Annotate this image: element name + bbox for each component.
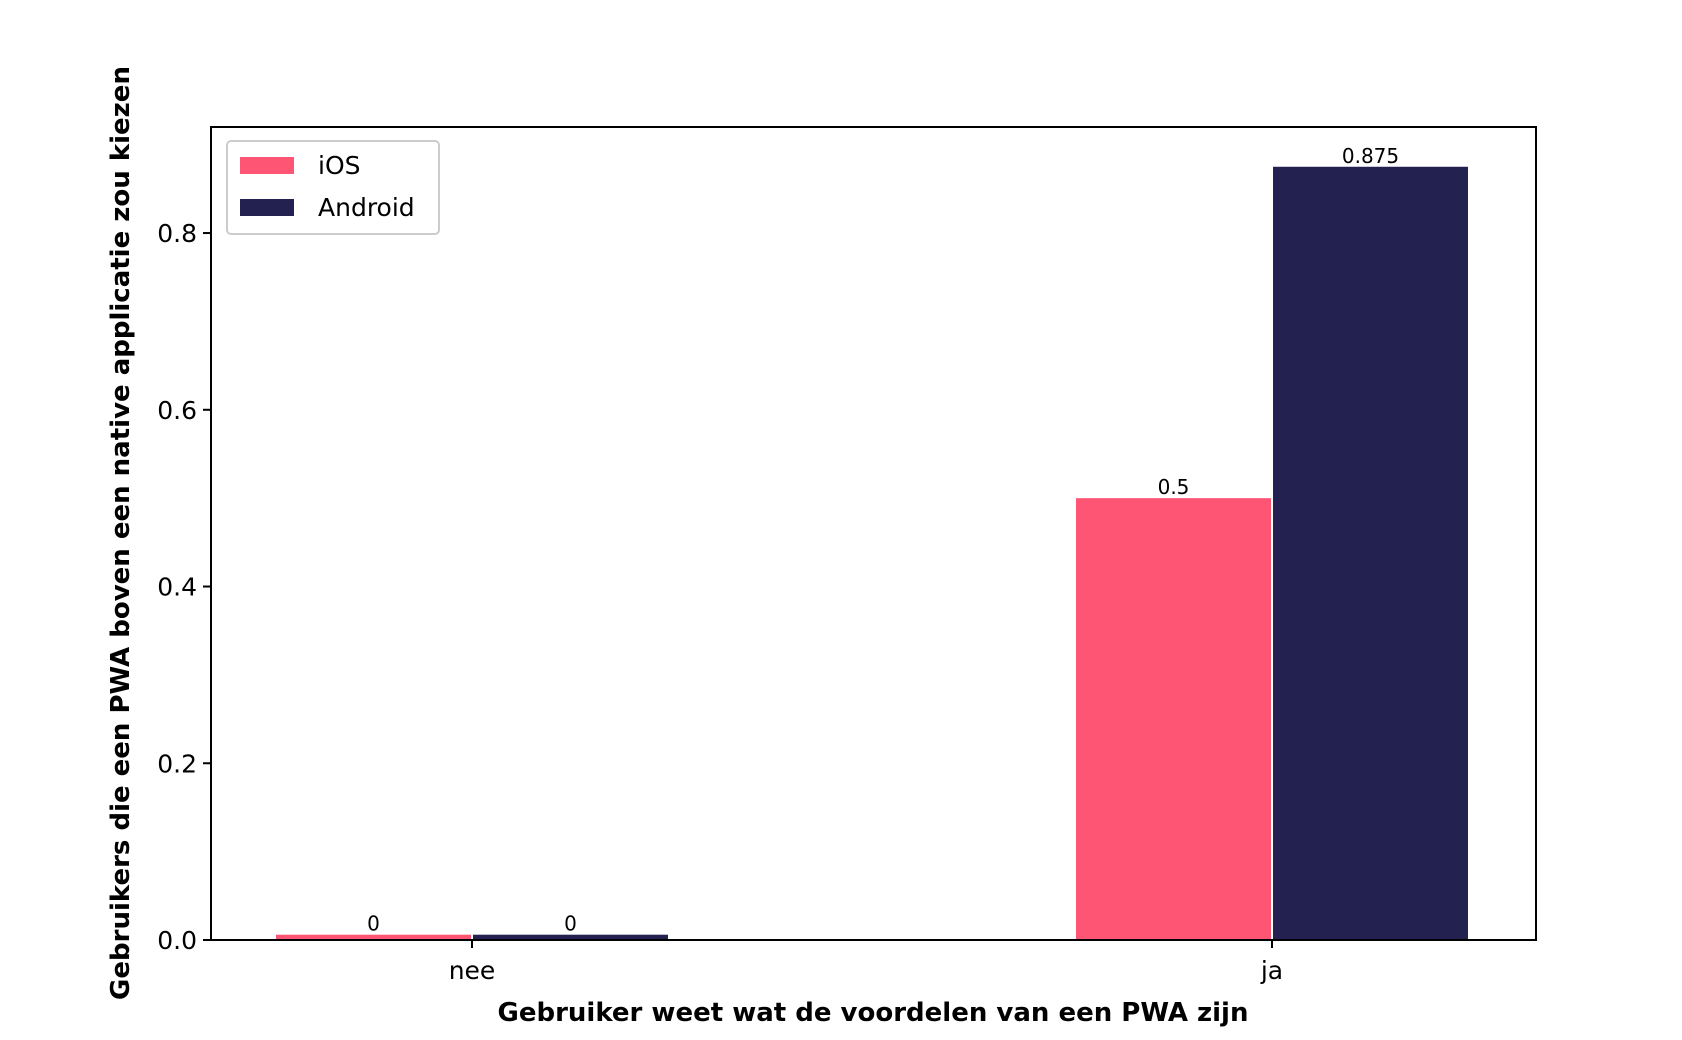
bar-labels-layer: 0 0 0.5 0.875 [367, 144, 1399, 936]
x-axis: nee ja [449, 940, 1283, 985]
legend-swatch-android [240, 199, 294, 216]
legend: iOS Android [226, 140, 440, 235]
plot-frame [210, 126, 1537, 941]
bar-android-ja [1273, 166, 1468, 941]
legend-swatch-ios [240, 157, 294, 174]
bar-ios-nee [276, 934, 471, 940]
y-tick-label: 0.6 [157, 396, 197, 425]
y-tick-label: 0.0 [157, 926, 197, 955]
x-axis-title: Gebruiker weet wat de voordelen van een … [498, 998, 1249, 1028]
bar-label-android-nee: 0 [564, 912, 577, 936]
x-tick-label-nee: nee [449, 956, 496, 985]
bar-label-android-ja: 0.875 [1342, 144, 1399, 168]
bar-android-nee [473, 934, 668, 940]
bars-layer [276, 166, 1468, 941]
legend-label-ios: iOS [318, 151, 361, 180]
bar-label-ios-ja: 0.5 [1158, 475, 1190, 499]
x-tick-label-ja: ja [1260, 956, 1283, 985]
bar-label-ios-nee: 0 [367, 912, 380, 936]
y-tick-label: 0.8 [157, 219, 197, 248]
bar-ios-ja [1076, 498, 1271, 940]
y-axis: 0.0 0.2 0.4 0.6 0.8 [157, 219, 211, 955]
y-axis-title: Gebruikers die een PWA boven een native … [106, 66, 136, 1000]
legend-label-android: Android [318, 193, 415, 222]
y-tick-label: 0.2 [157, 749, 197, 778]
y-tick-label: 0.4 [157, 573, 197, 602]
